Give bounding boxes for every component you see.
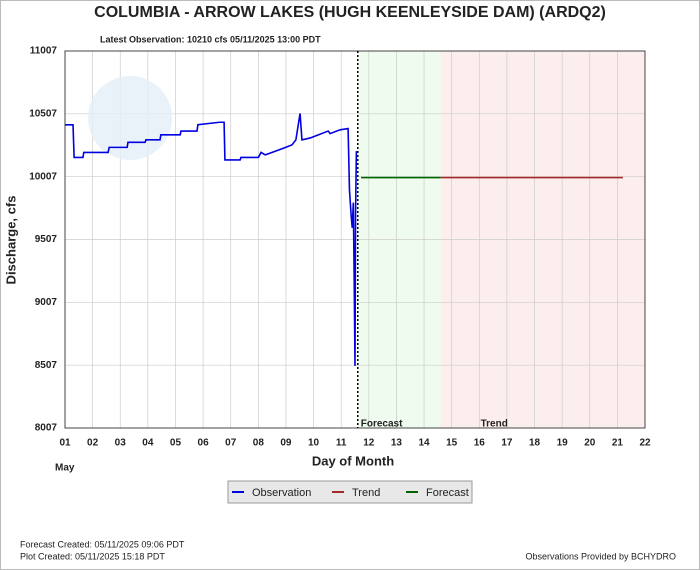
- region-label: Trend: [481, 419, 508, 430]
- x-tick-label: 12: [363, 438, 375, 449]
- y-axis-label: Discharge, cfs: [3, 196, 18, 285]
- series-line: [65, 113, 358, 367]
- chart-title: COLUMBIA - ARROW LAKES (HUGH KEENLEYSIDE…: [94, 4, 606, 21]
- x-tick-label: 13: [391, 438, 403, 449]
- legend-label: Observation: [252, 487, 311, 499]
- x-sublabel: May: [55, 463, 75, 474]
- legend-label: Trend: [352, 487, 380, 499]
- y-tick-label: 8007: [35, 423, 58, 434]
- x-axis-label: Day of Month: [312, 453, 394, 468]
- x-tick-label: 07: [225, 438, 237, 449]
- x-tick-label: 05: [170, 438, 182, 449]
- x-tick-label: 01: [59, 438, 71, 449]
- x-tick-label: 15: [446, 438, 458, 449]
- y-tick-label: 10507: [29, 108, 57, 119]
- footer: Observations Provided by BCHYDRO: [525, 551, 676, 561]
- y-tick-label: 10007: [29, 171, 57, 182]
- x-tick-label: 20: [584, 438, 596, 449]
- y-tick-label: 11007: [30, 46, 58, 57]
- logo: [88, 76, 172, 160]
- y-tick-label: 8507: [35, 360, 58, 371]
- x-tick-label: 19: [557, 438, 569, 449]
- x-tick-label: 06: [198, 438, 210, 449]
- subtitle: Latest Observation: 10210 cfs 05/11/2025…: [100, 34, 321, 44]
- x-tick-label: 04: [142, 438, 154, 449]
- y-tick-label: 9007: [35, 297, 58, 308]
- region-label: Forecast: [361, 419, 403, 430]
- legend-box: [227, 480, 473, 504]
- x-tick-label: 16: [474, 438, 486, 449]
- x-tick-label: 02: [87, 438, 99, 449]
- x-tick-label: 11: [336, 438, 347, 449]
- x-tick-label: 03: [115, 438, 127, 449]
- legend-label: Forecast: [426, 487, 469, 499]
- x-tick-label: 17: [501, 438, 513, 449]
- x-tick-label: 09: [280, 438, 292, 449]
- x-tick-label: 08: [253, 438, 265, 449]
- x-tick-label: 22: [639, 438, 651, 449]
- x-tick-label: 10: [308, 438, 320, 449]
- x-tick-label: 18: [529, 438, 541, 449]
- footer: Plot Created: 05/11/2025 15:18 PDT: [20, 551, 165, 561]
- x-tick-label: 21: [612, 438, 624, 449]
- plot-border: [64, 50, 646, 429]
- x-tick-label: 14: [418, 438, 430, 449]
- y-tick-label: 9507: [35, 234, 58, 245]
- footer: Forecast Created: 05/11/2025 09:06 PDT: [20, 539, 185, 549]
